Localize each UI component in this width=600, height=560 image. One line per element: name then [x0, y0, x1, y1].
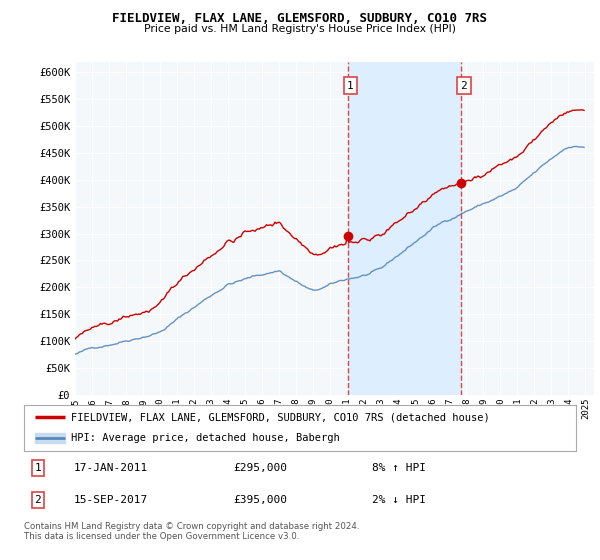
Text: FIELDVIEW, FLAX LANE, GLEMSFORD, SUDBURY, CO10 7RS: FIELDVIEW, FLAX LANE, GLEMSFORD, SUDBURY…: [113, 12, 487, 25]
Text: Price paid vs. HM Land Registry's House Price Index (HPI): Price paid vs. HM Land Registry's House …: [144, 24, 456, 34]
Text: 15-SEP-2017: 15-SEP-2017: [74, 495, 148, 505]
Text: 17-JAN-2011: 17-JAN-2011: [74, 463, 148, 473]
Text: £295,000: £295,000: [234, 463, 288, 473]
Text: 2: 2: [461, 81, 467, 91]
Text: HPI: Average price, detached house, Babergh: HPI: Average price, detached house, Babe…: [71, 433, 340, 443]
Text: 8% ↑ HPI: 8% ↑ HPI: [372, 463, 426, 473]
Text: £395,000: £395,000: [234, 495, 288, 505]
Bar: [348, 62, 461, 395]
Text: 2: 2: [34, 495, 41, 505]
Text: FIELDVIEW, FLAX LANE, GLEMSFORD, SUDBURY, CO10 7RS (detached house): FIELDVIEW, FLAX LANE, GLEMSFORD, SUDBURY…: [71, 412, 490, 422]
Text: Contains HM Land Registry data © Crown copyright and database right 2024.
This d: Contains HM Land Registry data © Crown c…: [24, 522, 359, 542]
Text: 1: 1: [34, 463, 41, 473]
Text: 1: 1: [347, 81, 354, 91]
Text: 2% ↓ HPI: 2% ↓ HPI: [372, 495, 426, 505]
